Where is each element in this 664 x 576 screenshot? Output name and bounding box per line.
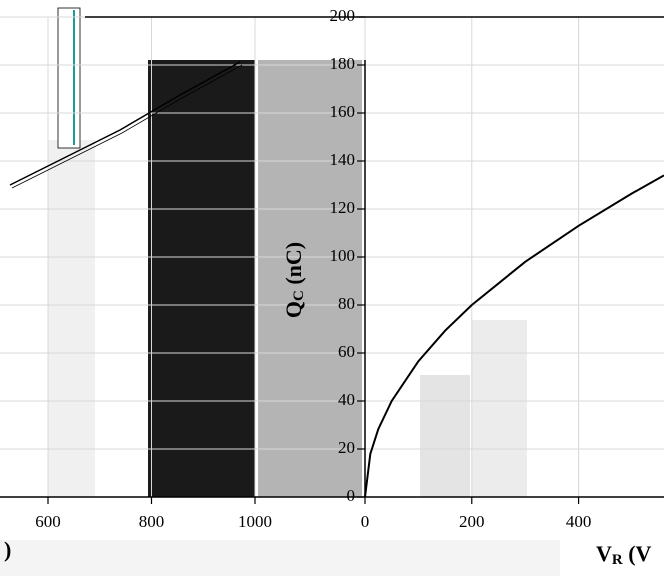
y-tick-label: 180 [330, 54, 356, 73]
x-tick-label: 200 [459, 512, 485, 531]
left-curve-edge [11, 64, 243, 189]
y-axis-label: QC (nC) [281, 242, 307, 318]
y-tick-label: 140 [330, 150, 356, 169]
y-tick-label: 60 [338, 342, 355, 361]
x-tick-label: 400 [566, 512, 592, 531]
y-tick-label: 20 [338, 438, 355, 457]
y-tick-label: 120 [330, 198, 356, 217]
y-tick-label: 80 [338, 294, 355, 313]
data-line [364, 174, 664, 498]
background-artifacts [0, 7, 560, 576]
x-tick-label: 800 [139, 512, 165, 531]
y-tick-label: 160 [330, 102, 356, 121]
y-tick-label: 100 [330, 246, 356, 265]
y-tick-label: 0 [347, 486, 356, 505]
x-tick-label: 1000 [238, 512, 272, 531]
x-axis-label: VR (V [596, 541, 652, 568]
x-tick-label: 600 [35, 512, 61, 531]
y-tick-label: 40 [338, 390, 355, 409]
left-fragment: ) [4, 537, 11, 562]
left-curve [9, 61, 241, 186]
y-tick-label: 200 [330, 6, 356, 25]
x-tick-label: 0 [361, 512, 370, 531]
